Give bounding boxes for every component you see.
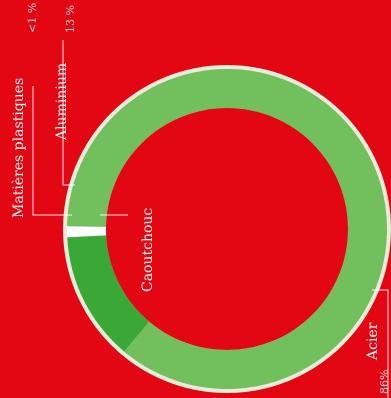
slice-mati-res-plastiques [66,226,107,238]
label-plastiques: Matières plastiques [11,78,27,218]
label-aluminium: Aluminium [54,63,70,141]
slice-labels: Matières plastiques <1 % Aluminium 13 % … [11,3,391,394]
value-aluminium: 13 % [64,5,77,33]
value-acier: 86% [378,370,391,394]
value-plastiques: <1 % [26,3,39,33]
label-acier: Acier [365,322,381,361]
slice-aluminium [67,235,150,352]
leader-line-plastiques [32,86,72,216]
leader-lines [32,40,389,398]
leader-line-aluminium [62,40,75,186]
label-caoutchouc: Caoutchouc [140,208,156,292]
donut-hole [106,108,348,350]
slices-group [66,69,388,389]
leader-line-acier [372,289,389,398]
